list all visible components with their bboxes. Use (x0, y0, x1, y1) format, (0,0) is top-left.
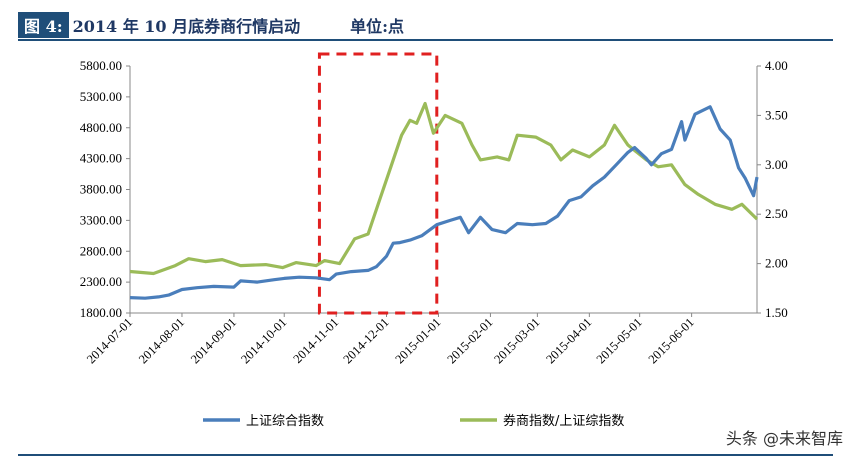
y-left-tick-label: 3800.00 (80, 182, 122, 197)
legend-label-ratio: 券商指数/上证综指数 (503, 413, 624, 429)
y-left-tick-label: 5800.00 (80, 58, 122, 73)
y-right-tick-label: 2.00 (765, 256, 788, 271)
series-line-sse (129, 105, 759, 300)
y-left-tick-label: 2800.00 (80, 243, 122, 258)
y-left-tick-label: 1800.00 (80, 305, 122, 320)
y-left-tick-label: 5300.00 (80, 89, 122, 104)
chart-title: 2014 年 10 月底券商行情启动 (72, 17, 301, 36)
x-tick-label: 2014-07-01 (84, 315, 135, 366)
highlight-box (317, 52, 439, 315)
x-tick-label: 2014-11-01 (291, 315, 342, 366)
header-rule (18, 39, 833, 41)
x-tick-label: 2015-03-01 (491, 315, 542, 366)
y-right-tick-label: 3.50 (765, 107, 788, 122)
x-tick-label: 2015-04-01 (543, 315, 594, 366)
x-tick-label: 2015-02-01 (444, 315, 495, 366)
x-tick-label: 2015-05-01 (594, 315, 645, 366)
y-right-tick-label: 2.50 (765, 206, 788, 221)
y-right-tick-label: 3.00 (765, 157, 788, 172)
axes: 1800.00 2300.00 2800.00 3300.00 3800.00 4300.… (80, 58, 788, 366)
x-tick-label: 2014-12-01 (340, 315, 391, 366)
x-tick-label: 2015-01-01 (392, 315, 443, 366)
figure-header: 图 4: 2014 年 10 月底券商行情启动 单位:点 (18, 12, 404, 38)
legend-label-sse: 上证综合指数 (246, 414, 324, 429)
y-right-tick-label: 1.50 (765, 305, 788, 320)
footer-rule (18, 454, 833, 456)
unit-label: 单位:点 (350, 17, 405, 36)
y-left-tick-label: 3300.00 (80, 212, 122, 227)
x-tick-label: 2015-06-01 (646, 315, 697, 366)
y-right-tick-label: 4.00 (765, 58, 788, 73)
y-left-tick-label: 4800.00 (80, 120, 122, 135)
watermark: 头条 @未来智库 (725, 429, 843, 448)
y-left-tick-label: 2300.00 (80, 274, 122, 289)
y-left-tick-label: 4300.00 (80, 151, 122, 166)
legend: 上证综合指数 券商指数/上证综指数 (203, 413, 624, 429)
x-tick-label: 2014-08-01 (136, 315, 187, 366)
figure-label: 图 4: (18, 12, 69, 38)
x-tick-label: 2014-09-01 (188, 315, 239, 366)
series-lines (129, 52, 759, 315)
x-tick-label: 2014-10-01 (238, 315, 289, 366)
series-line-ratio (129, 101, 759, 276)
